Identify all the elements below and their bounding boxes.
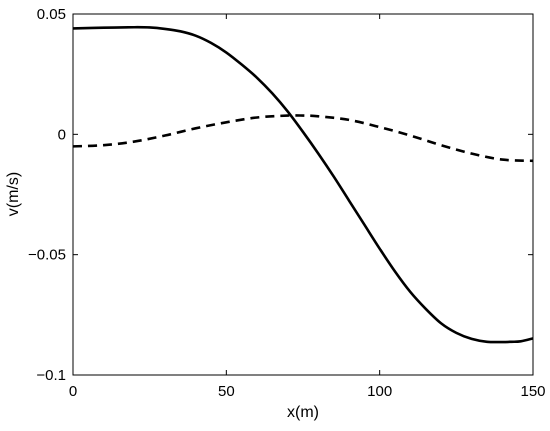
y-axis-label: v(m/s) bbox=[5, 172, 22, 216]
y-tick-label: 0 bbox=[58, 126, 66, 143]
plot-frame bbox=[72, 13, 534, 376]
x-axis-ticks: 0 50 100 150 bbox=[69, 14, 546, 400]
x-tick-label: 0 bbox=[69, 383, 77, 400]
x-tick-label: 100 bbox=[367, 383, 392, 400]
y-axis-ticks: −0.1 −0.05 0 0.05 bbox=[28, 6, 533, 384]
x-tick-label: 150 bbox=[520, 383, 545, 400]
y-tick-label: 0.05 bbox=[37, 6, 66, 23]
x-axis-label: x(m) bbox=[287, 404, 319, 421]
x-tick-label: 50 bbox=[218, 383, 235, 400]
plot-lines bbox=[72, 25, 534, 344]
series-line-solid bbox=[72, 25, 534, 344]
y-tick-label: −0.1 bbox=[36, 367, 66, 384]
y-tick-label: −0.05 bbox=[28, 247, 66, 264]
series-line-dashed bbox=[72, 114, 534, 163]
